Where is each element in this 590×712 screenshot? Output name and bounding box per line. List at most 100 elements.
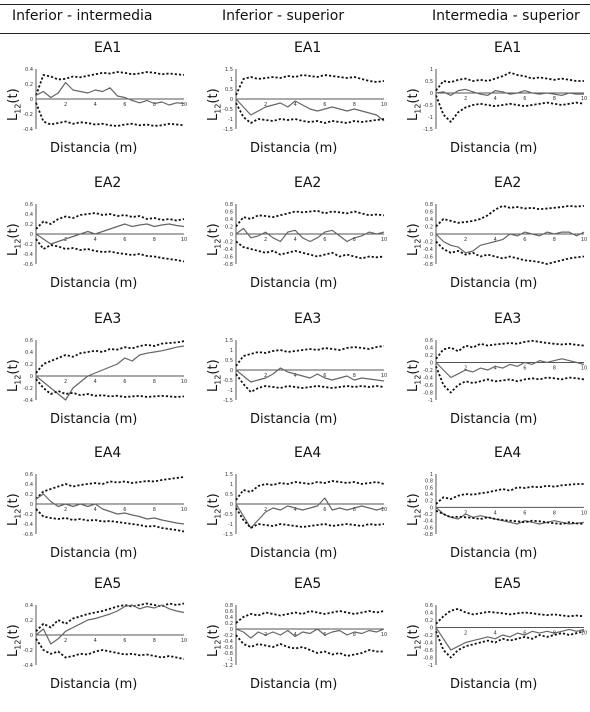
chart-panel-ea1-col3: EA1 L12(t) Distancia (m) 1 0.5 0 -0.5 -1 -1.5 2 4 6… [400, 37, 590, 165]
y-tick-label: 0.8 [425, 479, 433, 485]
x-tick-label: 10 [381, 102, 387, 108]
observed-l12-line [235, 227, 385, 243]
x-tick-label: 2 [64, 638, 67, 644]
chart-panel-ea4-col2: EA4 L12(t) Distancia (m) 1.5 1 0.5 0 -0.5 -1 -1.5… [200, 442, 390, 570]
chart-title: EA5 [494, 576, 522, 592]
chart-title: EA4 [294, 445, 322, 461]
chart-title: EA4 [494, 445, 522, 461]
y-tick-label: 0.2 [425, 618, 433, 624]
x-tick-label: 4 [94, 507, 97, 513]
chart-panel-ea2-col3: EA2 L12(t) Distancia (m) 0.8 0.6 0.4 0.2 0 -0.2-… [400, 172, 590, 300]
y-tick-label: 1.5 [225, 472, 233, 478]
upper-envelope-line [235, 74, 385, 96]
lower-envelope-line [235, 240, 385, 260]
x-tick-label: 6 [523, 237, 526, 243]
y-tick-label: -0.4 [423, 376, 433, 382]
x-tick-label: 2 [264, 102, 267, 108]
y-tick-label: 0.2 [225, 225, 233, 231]
upper-envelope-line [35, 476, 185, 500]
x-tick-label: 4 [294, 373, 297, 379]
lower-envelope-line [435, 240, 585, 265]
chart-title: EA1 [494, 40, 522, 56]
chart-plot: 0.8 0.60.4 0.20 -0.2-0.4 -0.6-0.8 2 4 6 8 10 [423, 202, 587, 268]
x-tick-label: 6 [323, 507, 326, 513]
y-tick-label: 0 [30, 232, 33, 238]
lower-envelope-line [35, 508, 185, 533]
x-tick-label: 10 [181, 379, 187, 385]
chart-panel-ea1-col1: EA1 L12(t) Distancia (m) 0.4 0.2 0 -0.2 -0.4 2 4 6… [0, 37, 190, 165]
upper-envelope-line [435, 607, 585, 625]
upper-envelope-line [235, 209, 385, 228]
x-tick-label: 2 [64, 237, 67, 243]
upper-envelope-line [435, 205, 585, 228]
column-header-intermedia-superior: Intermedia - superior [432, 8, 580, 24]
chart-panel-ea4-col3: EA4 L12(t) Distancia (m) 1 0.8 0.6 0.4 0.2 0 -0.2… [400, 442, 590, 570]
y-tick-label: 0.2 [25, 222, 33, 228]
y-tick-label: -1.5 [223, 398, 233, 404]
x-axis-label: Distancia (m) [50, 276, 138, 291]
observed-l12-line [235, 98, 385, 122]
x-tick-label: 2 [464, 366, 467, 372]
y-tick-label: 0.4 [25, 603, 33, 609]
y-tick-label: 0 [230, 627, 233, 633]
upper-envelope-line [35, 212, 185, 230]
x-tick-label: 2 [264, 237, 267, 243]
x-tick-label: 6 [523, 366, 526, 372]
chart-plot: 1.5 1 0.5 0 -0.5 -1 -1.5 2 4 6 8 10 [223, 472, 387, 538]
x-axis-label: Distancia (m) [450, 141, 538, 156]
y-tick-label: -0.4 [423, 641, 433, 647]
y-tick-label: 1 [430, 472, 433, 478]
table-header-rule [0, 33, 590, 34]
x-axis-label: Distancia (m) [50, 546, 138, 561]
chart-plot: 1 0.5 0 -0.5 -1 -1.5 2 4 6 8 10 [423, 67, 587, 133]
y-tick-label: -0.5 [423, 103, 433, 109]
x-tick-label: 10 [181, 638, 187, 644]
y-tick-label: 0.4 [425, 492, 433, 498]
y-tick-label: 0.4 [425, 346, 433, 352]
y-tick-label: -0.8 [223, 262, 233, 268]
lower-envelope-line [35, 102, 185, 127]
x-tick-label: 8 [353, 373, 356, 379]
x-tick-label: 8 [353, 102, 356, 108]
column-header-inferior-superior: Inferior - superior [222, 8, 345, 24]
x-tick-label: 6 [523, 631, 526, 637]
y-tick-label: -0.4 [423, 247, 433, 253]
table-top-rule [0, 4, 590, 5]
chart-title: EA3 [494, 311, 522, 327]
chart-title: EA1 [294, 40, 322, 56]
x-tick-label: 8 [153, 237, 156, 243]
x-tick-label: 6 [323, 237, 326, 243]
y-tick-label: -0.4 [23, 522, 33, 528]
y-tick-label: 0 [30, 633, 33, 639]
x-tick-label: 4 [294, 507, 297, 513]
chart-plot: 1.5 1 0.5 0 -0.5 -1 -1.5 2 4 6 8 10 [223, 338, 387, 404]
lower-envelope-line [235, 507, 385, 529]
chart-title: EA1 [94, 40, 122, 56]
observed-l12-line [35, 345, 185, 401]
y-tick-label: -0.5 [223, 512, 233, 518]
x-tick-label: 2 [464, 631, 467, 637]
chart-plot: 0.6 0.4 0.2 0 -0.2 -0.4 -0.6 2 4 6 8 10 [23, 472, 187, 538]
y-tick-label: 1.5 [225, 67, 233, 73]
y-tick-label: 0.4 [25, 482, 33, 488]
y-tick-label: -0.2 [223, 240, 233, 246]
observed-l12-line [435, 231, 585, 254]
x-axis-label: Distancia (m) [250, 141, 338, 156]
x-tick-label: 10 [581, 366, 587, 372]
y-tick-label: -0.2 [23, 648, 33, 654]
lower-envelope-line [235, 373, 385, 393]
chart-panel-ea4-col1: EA4 L12(t) Distancia (m) 0.6 0.4 0.2 0 -0.2 -0.4… [0, 442, 190, 570]
y-tick-label: 0 [230, 232, 233, 238]
y-tick-label: 0 [30, 374, 33, 380]
x-tick-label: 10 [581, 96, 587, 102]
y-tick-label: -0.4 [23, 252, 33, 258]
y-tick-label: 0.8 [225, 202, 233, 208]
x-tick-label: 10 [381, 632, 387, 638]
y-tick-label: 0.2 [425, 499, 433, 505]
y-tick-label: -0.2 [23, 112, 33, 118]
chart-plot: 0.6 0.4 0.2 0 -0.2 -0.4 -0.6 2 4 6 8 10 [23, 202, 187, 268]
x-tick-label: 2 [64, 507, 67, 513]
y-tick-label: 0.6 [25, 472, 33, 478]
chart-panel-ea2-col1: EA2 L12(t) Distancia (m) 0.6 0.4 0.2 0 -0.2 -0.4… [0, 172, 190, 300]
y-tick-label: 0 [230, 368, 233, 374]
